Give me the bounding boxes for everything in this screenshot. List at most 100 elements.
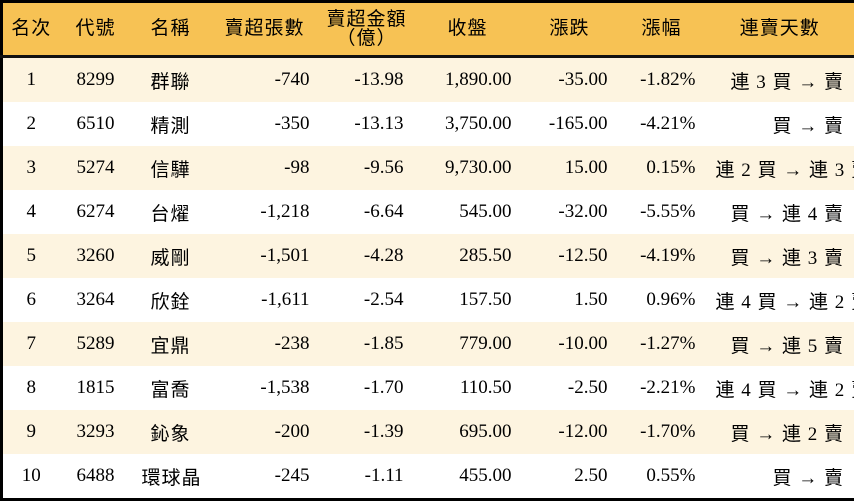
cell-lots: -238 [210,322,320,366]
cell-name: 威剛 [132,234,210,278]
cell-days: 買 → 賣 [706,454,854,500]
cell-amount: -6.64 [320,190,414,234]
cell-pct: 0.55% [618,454,706,500]
column-header-rank[interactable]: 名次 [2,2,60,57]
cell-pct: -1.27% [618,322,706,366]
cell-pct: -5.55% [618,190,706,234]
column-header-days-label: 連賣天數 [706,19,854,39]
cell-change: 15.00 [522,146,618,190]
cell-rank: 7 [2,322,60,366]
cell-change: -12.50 [522,234,618,278]
cell-days: 買 → 賣 [706,102,854,146]
cell-days: 買 → 連 5 賣 [706,322,854,366]
column-header-lots[interactable]: 賣超張數 [210,2,320,57]
cell-code: 8299 [60,57,132,103]
cell-amount: -13.98 [320,57,414,103]
column-header-close[interactable]: 收盤 [414,2,522,57]
cell-close: 1,890.00 [414,57,522,103]
cell-amount: -4.28 [320,234,414,278]
cell-lots: -1,501 [210,234,320,278]
column-header-lots-label: 賣超張數 [210,19,320,39]
cell-code: 6488 [60,454,132,500]
column-header-amount-label: 賣超金額 [320,10,414,30]
cell-code: 3264 [60,278,132,322]
table-header-row: 名次 代號 名稱 賣超張數 賣超金額 （億） 收盤 [2,2,854,57]
cell-amount: -1.70 [320,366,414,410]
cell-change: -2.50 [522,366,618,410]
column-header-code[interactable]: 代號 [60,2,132,57]
cell-rank: 1 [2,57,60,103]
cell-rank: 6 [2,278,60,322]
column-header-amount[interactable]: 賣超金額 （億） [320,2,414,57]
column-header-pct[interactable]: 漲幅 [618,2,706,57]
cell-days: 買 → 連 2 賣 [706,410,854,454]
table-header: 名次 代號 名稱 賣超張數 賣超金額 （億） 收盤 [2,2,854,57]
column-header-rank-label: 名次 [3,19,60,39]
cell-name: 群聯 [132,57,210,103]
cell-lots: -98 [210,146,320,190]
cell-lots: -1,611 [210,278,320,322]
cell-code: 6510 [60,102,132,146]
cell-days: 買 → 連 4 賣 [706,190,854,234]
cell-code: 5274 [60,146,132,190]
cell-rank: 5 [2,234,60,278]
cell-rank: 8 [2,366,60,410]
cell-code: 3260 [60,234,132,278]
cell-change: -165.00 [522,102,618,146]
cell-lots: -1,538 [210,366,320,410]
cell-amount: -1.85 [320,322,414,366]
cell-close: 285.50 [414,234,522,278]
cell-lots: -350 [210,102,320,146]
cell-pct: -2.21% [618,366,706,410]
cell-code: 6274 [60,190,132,234]
cell-change: 1.50 [522,278,618,322]
cell-amount: -1.39 [320,410,414,454]
cell-name: 鈊象 [132,410,210,454]
cell-pct: -4.21% [618,102,706,146]
cell-amount: -13.13 [320,102,414,146]
column-header-days[interactable]: 連賣天數 [706,2,854,57]
cell-rank: 9 [2,410,60,454]
cell-change: -35.00 [522,57,618,103]
cell-amount: -1.11 [320,454,414,500]
cell-lots: -740 [210,57,320,103]
cell-days: 連 3 買 → 賣 [706,57,854,103]
cell-rank: 4 [2,190,60,234]
cell-change: -12.00 [522,410,618,454]
column-header-change-label: 漲跌 [522,19,618,39]
cell-name: 精測 [132,102,210,146]
cell-name: 台燿 [132,190,210,234]
cell-pct: 0.96% [618,278,706,322]
cell-code: 3293 [60,410,132,454]
cell-close: 695.00 [414,410,522,454]
cell-rank: 3 [2,146,60,190]
cell-amount: -2.54 [320,278,414,322]
cell-pct: -1.70% [618,410,706,454]
cell-close: 110.50 [414,366,522,410]
cell-rank: 10 [2,454,60,500]
cell-name: 環球晶 [132,454,210,500]
cell-pct: -1.82% [618,57,706,103]
cell-close: 157.50 [414,278,522,322]
cell-days: 連 2 買 → 連 3 賣 [706,146,854,190]
cell-code: 1815 [60,366,132,410]
cell-days: 連 4 買 → 連 2 賣 [706,366,854,410]
column-header-change[interactable]: 漲跌 [522,2,618,57]
column-header-code-label: 代號 [60,19,132,39]
cell-close: 779.00 [414,322,522,366]
column-header-pct-label: 漲幅 [618,19,706,39]
column-header-name[interactable]: 名稱 [132,2,210,57]
